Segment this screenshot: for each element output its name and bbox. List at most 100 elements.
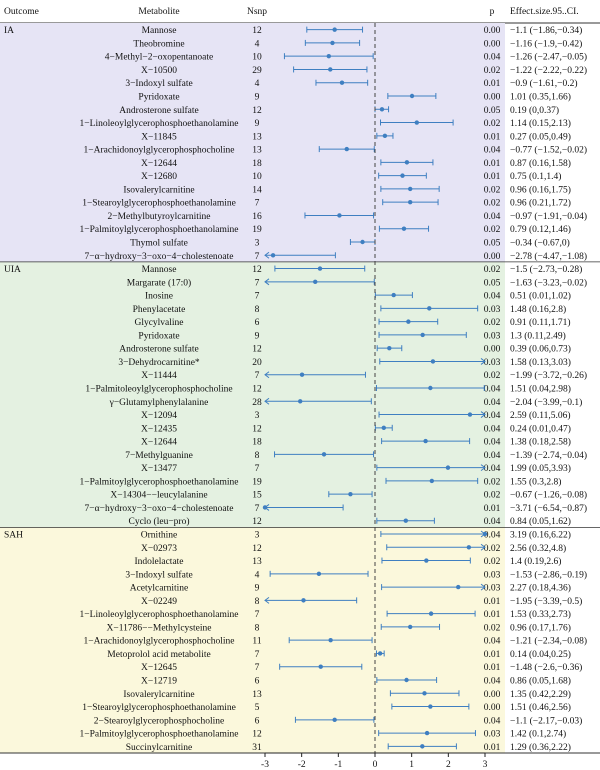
metabolite-label: 3−Indoxyl sulfate — [125, 78, 192, 89]
metabolite-label: 3−Dehydrocarnitine* — [118, 358, 200, 368]
nsnp-value: 11 — [252, 637, 261, 647]
point-estimate — [427, 306, 432, 311]
metabolite-label: Pyridoxate — [138, 93, 179, 103]
ci-arrow-low — [264, 596, 270, 604]
p-value: 0.01 — [484, 743, 501, 753]
effect-label: −1.48 (−2.6,−0.36) — [510, 662, 582, 673]
nsnp-value: 12 — [252, 106, 262, 116]
p-value: 0.00 — [484, 345, 501, 355]
metabolite-label: 1−Palmitoylglycerophosphoethanolamine — [80, 730, 239, 740]
metabolite-label: Mannose — [142, 265, 177, 275]
p-value: 0.04 — [484, 531, 501, 541]
effect-label: 0.27 (0.05,0.49) — [510, 131, 571, 142]
metabolite-label: 7−α−hydroxy−3−oxo−4−cholestenoate — [85, 252, 234, 262]
p-value: 0.01 — [484, 132, 501, 142]
metabolite-label: Thymol sulfate — [130, 238, 188, 249]
point-estimate — [270, 253, 276, 258]
p-value: 0.01 — [484, 597, 501, 607]
effect-label: 1.51 (0.04,2.98) — [510, 384, 571, 395]
nsnp-value: 13 — [252, 132, 262, 142]
p-value: 0.04 — [484, 637, 501, 647]
point-estimate — [429, 478, 435, 484]
metabolite-label: Isovalerylcarnitine — [123, 690, 194, 700]
metabolite-label: Indolelactate — [134, 557, 183, 567]
metabolite-label: Pyridoxate — [138, 331, 179, 341]
p-value: 0.00 — [484, 39, 501, 49]
metabolite-label: Cyclo (leu−pro) — [128, 516, 189, 527]
metabolite-label: X−12680 — [141, 172, 177, 182]
p-value: 0.02 — [484, 477, 501, 487]
group-label-sah: SAH — [4, 531, 23, 541]
nsnp-value: 15 — [252, 491, 262, 501]
p-value: 0.00 — [484, 690, 501, 700]
p-value: 0.01 — [484, 663, 501, 673]
p-value: 0.02 — [484, 119, 501, 129]
metabolite-label: X−11845 — [141, 132, 177, 142]
metabolite-label: Metoprolol acid metabolite — [107, 650, 210, 660]
metabolite-label: X−11786−−Methylcysteine — [107, 623, 212, 633]
nsnp-value: 4 — [255, 79, 260, 89]
p-value: 0.04 — [484, 411, 501, 421]
nsnp-value: 4 — [255, 570, 260, 580]
point-estimate — [420, 744, 425, 749]
ci-arrow-high — [480, 543, 486, 551]
metabolite-label: Mannose — [142, 26, 177, 36]
effect-label: 1.01 (0.35,1.66) — [510, 92, 571, 103]
p-value: 0.04 — [484, 451, 501, 461]
p-value: 0.01 — [484, 610, 501, 620]
p-value: 0.04 — [484, 677, 501, 687]
effect-label: −2.78 (−4.47,−1.08) — [510, 251, 587, 262]
p-value: 0.04 — [484, 424, 501, 434]
point-estimate — [321, 452, 327, 457]
effect-label: 1.51 (0.46,2.56) — [510, 702, 571, 713]
nsnp-value: 7 — [255, 292, 260, 302]
effect-label: −1.63 (−3.23,−0.02) — [510, 277, 587, 288]
p-value: 0.03 — [484, 730, 501, 740]
metabolite-label: Succinylcarnitine — [126, 743, 192, 753]
nsnp-value: 3 — [255, 239, 260, 249]
point-estimate — [316, 571, 322, 577]
nsnp-value: 12 — [252, 345, 262, 355]
effect-label: 0.91 (0.11,1.71) — [510, 317, 571, 328]
point-estimate — [313, 279, 318, 285]
x-tick-label: 2 — [446, 760, 451, 770]
nsnp-value: 12 — [252, 544, 262, 554]
point-estimate — [348, 491, 353, 497]
nsnp-value: 10 — [252, 53, 262, 63]
nsnp-value: 13 — [252, 690, 262, 700]
effect-label: −2.04 (−3.99,−0.1) — [510, 397, 582, 408]
nsnp-value: 3 — [255, 411, 260, 421]
metabolite-label: X−12645 — [141, 663, 177, 673]
point-estimate — [387, 345, 392, 351]
x-tick-label: 3 — [483, 760, 488, 770]
point-estimate — [318, 664, 323, 669]
point-estimate — [408, 199, 413, 205]
nsnp-value: 31 — [252, 743, 262, 753]
nsnp-value: 12 — [252, 26, 262, 36]
ci-arrow-low — [264, 278, 270, 286]
effect-label: −0.77 (−1.52,−0.02) — [510, 145, 587, 156]
group-panel-ia — [0, 23, 505, 262]
point-estimate — [299, 372, 305, 377]
metabolite-label: Androsterone sulfate — [119, 105, 198, 116]
point-estimate — [332, 27, 337, 32]
x-tick-label: -1 — [334, 760, 342, 770]
nsnp-value: 29 — [252, 66, 262, 76]
point-estimate — [408, 624, 413, 630]
nsnp-value: 9 — [255, 331, 260, 341]
p-value: 0.03 — [484, 331, 501, 341]
metabolite-label: 3−Indoxyl sulfate — [125, 569, 192, 580]
p-value: 0.04 — [484, 398, 501, 408]
metabolite-label: Margarate (17:0) — [127, 277, 191, 288]
metabolite-label: X−13477 — [141, 464, 177, 474]
nsnp-value: 12 — [252, 517, 262, 527]
point-estimate — [379, 107, 385, 112]
p-value: 0.02 — [484, 491, 501, 501]
effect-label: 1.3 (0.11,2.49) — [510, 330, 566, 341]
point-estimate — [377, 651, 383, 656]
p-value: 0.04 — [484, 385, 501, 395]
effect-label: −1.95 (−3.39,−0.5) — [510, 596, 582, 607]
p-value: 0.01 — [484, 159, 501, 169]
metabolite-label: 7−Methylguanine — [125, 451, 193, 461]
p-value: 0.04 — [484, 716, 501, 726]
